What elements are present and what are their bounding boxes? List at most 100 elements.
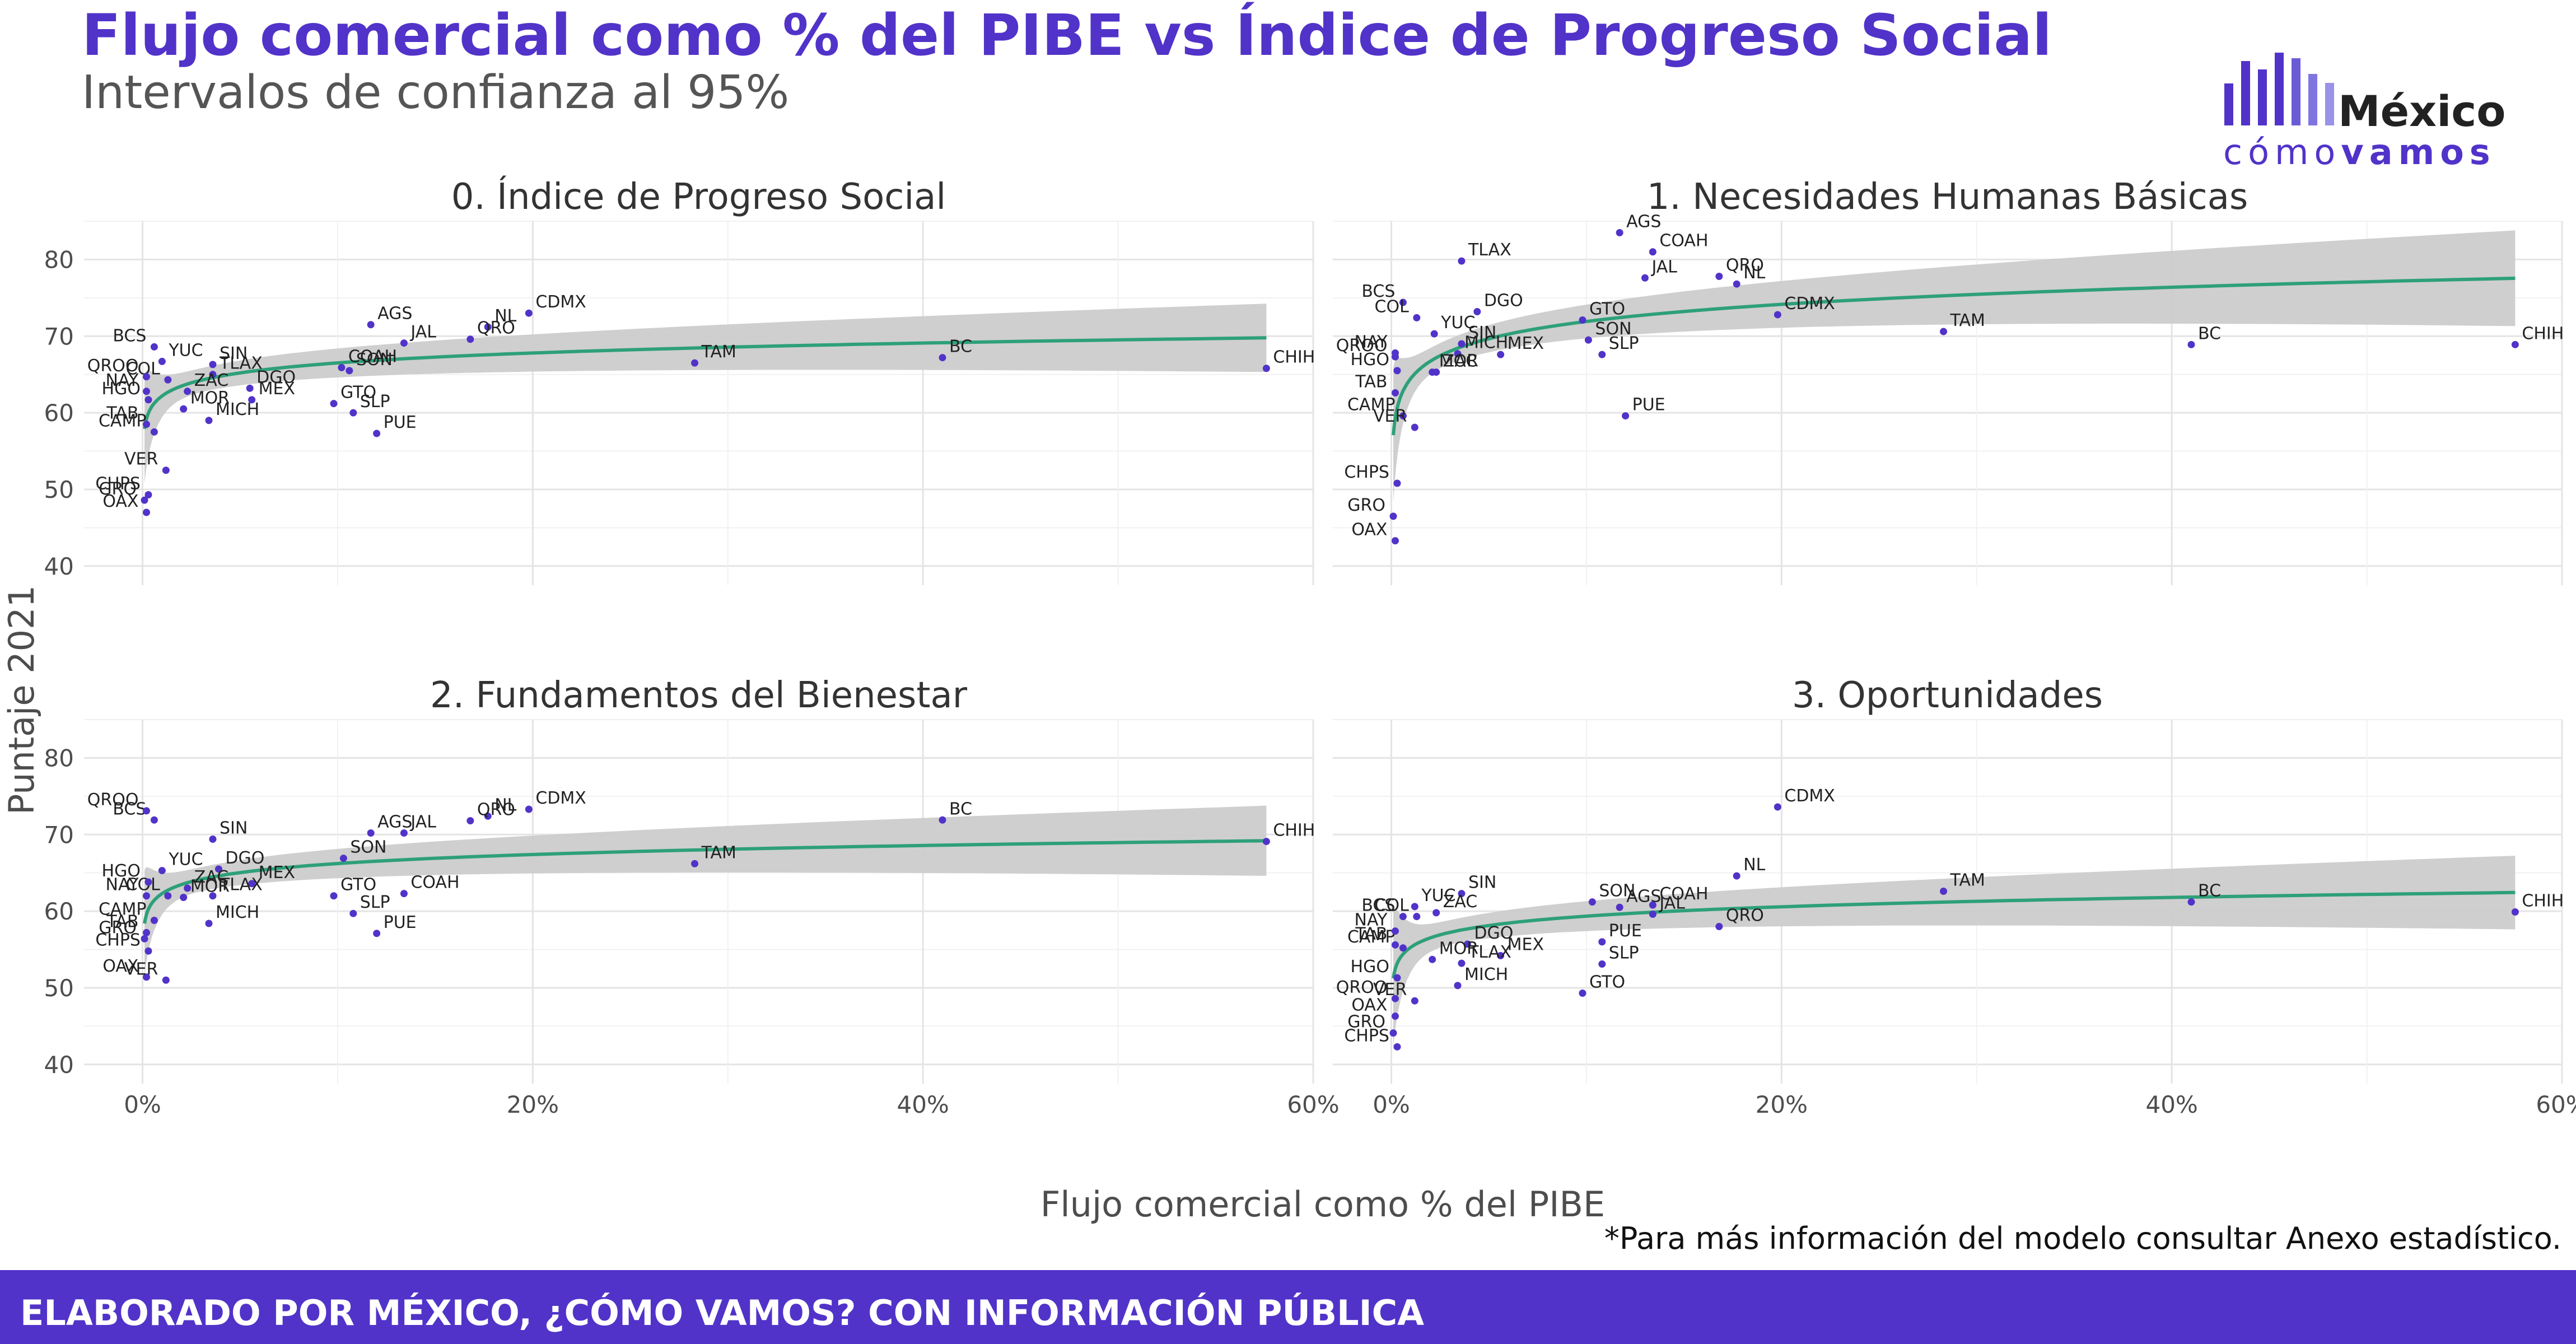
data-point	[1391, 389, 1399, 397]
data-point	[142, 421, 150, 428]
x-tick-label: 20%	[507, 1091, 559, 1118]
logo-bars-icon	[2224, 41, 2381, 125]
data-point	[1733, 872, 1740, 880]
point-label: JAL	[409, 323, 436, 342]
data-point	[1391, 353, 1399, 361]
data-point	[158, 867, 166, 875]
data-point	[142, 807, 150, 815]
data-point	[2511, 908, 2519, 916]
data-point	[1715, 922, 1723, 930]
data-point	[1598, 351, 1606, 358]
point-label: GRO	[1347, 496, 1385, 515]
data-point	[144, 878, 152, 886]
data-point	[144, 396, 152, 404]
point-label: COAH	[1659, 884, 1708, 904]
data-point	[1389, 1029, 1397, 1037]
point-label: TAB	[106, 404, 138, 423]
point-label: GRO	[1347, 1012, 1385, 1032]
point-label: SIN	[1468, 323, 1496, 343]
point-label: YUC	[168, 850, 203, 870]
point-label: HGO	[102, 861, 141, 881]
data-point	[142, 388, 150, 395]
data-point	[209, 835, 217, 843]
data-point	[1429, 955, 1436, 963]
point-label: QRO	[477, 800, 515, 820]
point-label: SIN	[220, 818, 248, 838]
data-point	[1430, 330, 1438, 338]
point-label: YUC	[1440, 313, 1475, 333]
data-point	[484, 323, 492, 331]
point-label: ZAC	[1443, 892, 1478, 912]
point-label: CHPS	[95, 474, 141, 494]
data-point	[141, 496, 148, 504]
confidence-band	[1393, 230, 2516, 503]
data-point	[142, 973, 150, 981]
y-tick-label: 60	[44, 898, 74, 925]
point-label: HGO	[102, 379, 141, 399]
point-label: QROO	[87, 790, 139, 810]
point-label: NL	[1743, 855, 1765, 875]
point-label: COL	[1375, 297, 1410, 316]
data-point	[1622, 412, 1630, 420]
point-label: MICH	[1464, 333, 1508, 353]
point-label: JAL	[1650, 257, 1677, 277]
data-point	[1413, 913, 1421, 921]
data-point	[142, 373, 150, 381]
point-label: HGO	[1351, 957, 1389, 977]
point-label: QROO	[1336, 978, 1388, 997]
point-label: MOR	[1439, 939, 1478, 958]
point-label: TLAX	[219, 354, 263, 374]
point-label: SON	[356, 350, 393, 370]
point-label: DGO	[1474, 923, 1513, 943]
point-label: CDMX	[535, 788, 586, 808]
fit-line	[143, 336, 1267, 430]
point-label: GTO	[340, 383, 376, 403]
data-point	[1649, 901, 1656, 909]
point-label: SLP	[360, 893, 390, 912]
data-point	[164, 892, 172, 900]
point-label: CAMP	[99, 900, 146, 920]
data-point	[142, 928, 150, 936]
data-point	[150, 917, 158, 925]
panel-3: 3. Oportunidades0%20%40%60%AGSBCBCSCAMPC…	[1333, 675, 2576, 1118]
point-label: COL	[126, 359, 161, 379]
data-point	[1391, 927, 1399, 935]
data-point	[1616, 903, 1623, 911]
x-tick-label: 0%	[1373, 1091, 1410, 1118]
chart-title: Flujo comercial como % del PIBE vs Índic…	[82, 2, 2052, 69]
point-label: YUC	[1421, 886, 1455, 906]
point-label: CDMX	[1784, 786, 1835, 806]
data-point	[1399, 944, 1407, 952]
panel-title: 3. Oportunidades	[1792, 675, 2103, 716]
data-point	[180, 893, 188, 901]
data-point	[1432, 368, 1440, 376]
point-label: QRO	[1726, 256, 1764, 276]
data-point	[1399, 412, 1407, 420]
footer-bar: ELABORADO POR MÉXICO, ¿CÓMO VAMOS? CON I…	[0, 1270, 2576, 1344]
point-label: TAM	[701, 342, 736, 362]
data-point	[346, 367, 353, 375]
point-label: BC	[949, 337, 972, 357]
logo-word-como: cómo	[2223, 132, 2341, 172]
model-note: *Para más información del modelo consult…	[1604, 1221, 2561, 1256]
point-label: CHIH	[1273, 348, 1315, 367]
data-point	[209, 361, 217, 368]
data-point	[484, 812, 492, 820]
fit-line	[143, 839, 1267, 924]
data-point	[939, 354, 946, 362]
data-point	[1399, 913, 1407, 921]
data-point	[1940, 328, 1948, 335]
x-axis-title: Flujo comercial como % del PIBE	[1040, 1184, 1605, 1225]
data-point	[144, 947, 152, 955]
data-point	[1262, 838, 1270, 846]
point-label: CHIH	[2522, 891, 2564, 911]
point-label: CHPS	[1344, 1026, 1389, 1046]
data-point	[330, 892, 338, 900]
data-point	[1391, 995, 1399, 1002]
point-label: TAM	[1950, 311, 1985, 330]
data-point	[1497, 951, 1505, 959]
point-label: CDMX	[535, 292, 586, 312]
point-label: QRO	[477, 319, 515, 338]
point-label: TAB	[1355, 372, 1387, 392]
